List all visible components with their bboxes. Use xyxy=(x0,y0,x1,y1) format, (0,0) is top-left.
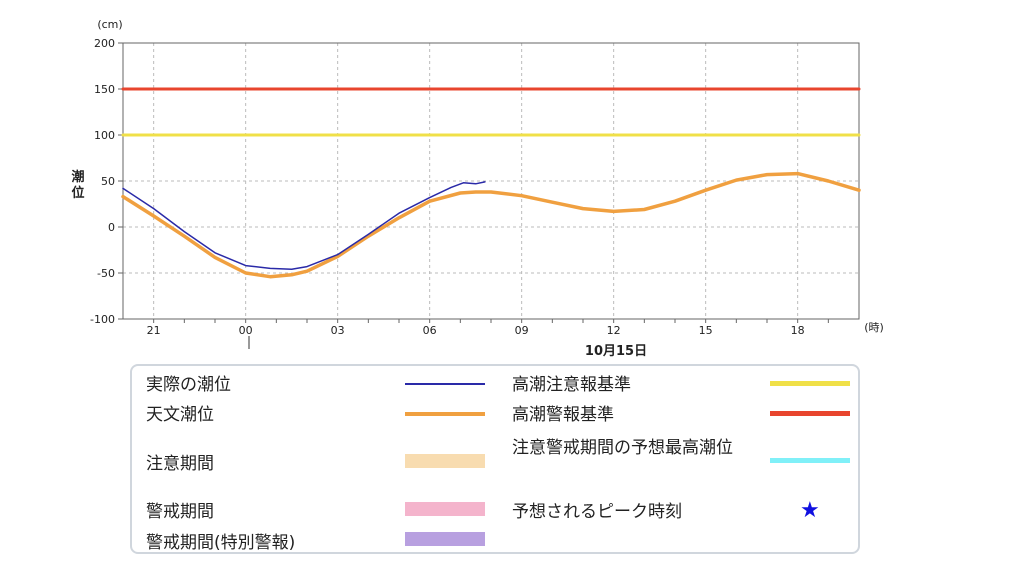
y-tick-labels: 200 150 100 50 0 -50 -100 xyxy=(90,37,115,326)
x-unit-label: (時) xyxy=(864,321,884,334)
x-tick-label: 06 xyxy=(423,324,437,337)
legend-label-warning-std: 高潮警報基準 xyxy=(512,405,614,425)
x-tick-label: 18 xyxy=(791,324,805,337)
y-axis-label-top: 潮 xyxy=(71,169,84,185)
legend-swatch-caution-period xyxy=(405,454,485,468)
x-tick-label: 15 xyxy=(699,324,713,337)
x-tick-labels: 21 00 03 06 09 12 15 18 xyxy=(147,324,805,337)
series-line xyxy=(121,171,861,279)
legend-swatch-warning-period xyxy=(405,502,485,516)
legend-label-actual: 実際の潮位 xyxy=(146,375,231,395)
y-tick-label: -50 xyxy=(97,267,115,280)
y-tick-label: 100 xyxy=(94,129,115,142)
legend-label-forecast-peak: 注意警戒期間の予想最高潮位 xyxy=(512,438,733,458)
legend-label-special-period: 警戒期間(特別警報) xyxy=(146,533,296,553)
series-lines xyxy=(121,87,861,279)
x-tick-label: 21 xyxy=(147,324,161,337)
legend-label-caution-std: 高潮注意報基準 xyxy=(512,375,631,395)
legend-swatch-astro xyxy=(405,412,485,416)
tide-chart: 200 150 100 50 0 -50 -100 21 00 03 06 09 12 15 18 (cm… xyxy=(71,18,884,359)
legend-label-caution-period: 注意期間 xyxy=(146,454,214,474)
y-tick-label: -100 xyxy=(90,313,115,326)
legend-swatch-forecast-peak xyxy=(770,458,850,463)
legend-swatch-special-period xyxy=(405,532,485,546)
y-unit-label: (cm) xyxy=(97,18,122,31)
x-tick-label: 12 xyxy=(607,324,621,337)
legend-label-warning-period: 警戒期間 xyxy=(146,502,214,522)
date-label: 10月15日 xyxy=(585,344,647,359)
legend-swatch-actual xyxy=(405,383,485,385)
legend-box: 実際の潮位 天文潮位 注意期間 警戒期間 警戒期間(特別警報) 高潮注意報基準 … xyxy=(130,364,860,554)
plot-frame xyxy=(122,42,860,320)
y-axis-label-bottom: 位 xyxy=(71,185,84,201)
peak-star-icon: ★ xyxy=(800,498,820,523)
x-tick-label: 09 xyxy=(515,324,529,337)
y-tick-label: 200 xyxy=(94,37,115,50)
x-tick-label: 03 xyxy=(331,324,345,337)
grid-lines xyxy=(118,42,859,323)
y-tick-label: 50 xyxy=(101,175,115,188)
legend-swatch-caution-std xyxy=(770,381,850,386)
series-line xyxy=(122,181,486,271)
legend-label-peak-time: 予想されるピーク時刻 xyxy=(512,502,682,522)
y-tick-label: 0 xyxy=(108,221,115,234)
legend-swatch-warning-std xyxy=(770,411,850,416)
y-tick-label: 150 xyxy=(94,83,115,96)
x-tick-label: 00 xyxy=(239,324,253,337)
legend-label-astro: 天文潮位 xyxy=(146,405,214,425)
